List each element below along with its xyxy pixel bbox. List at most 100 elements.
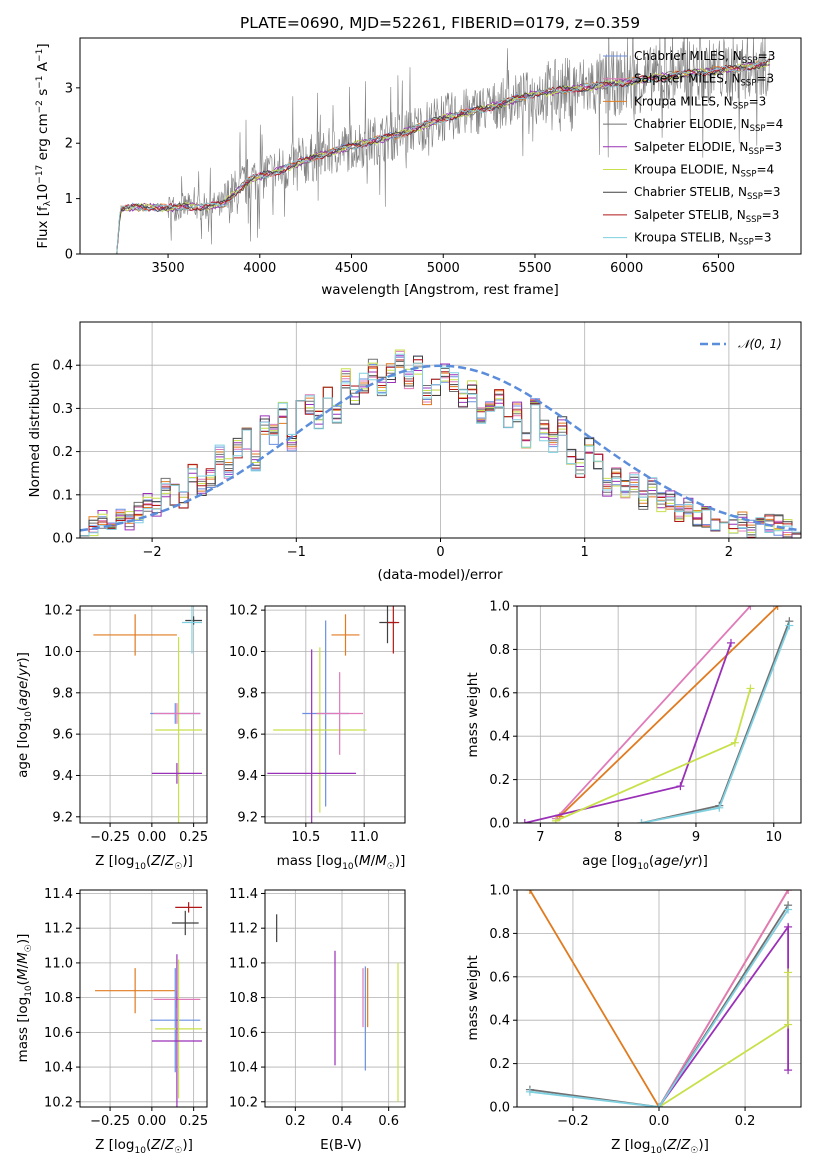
y-tick-label: 0.1: [52, 488, 73, 503]
y-tick-label: 10.8: [229, 991, 258, 1006]
x-tick-label: 10: [765, 830, 782, 845]
y-tick-label: 1: [65, 192, 73, 207]
plot-frame: [79, 37, 802, 255]
y-tick-label: 0.2: [489, 1057, 510, 1072]
legend-nssp: =3: [758, 49, 776, 63]
y-tick-label: 10.2: [229, 1095, 258, 1110]
x-tick-label: 0.6: [378, 1114, 399, 1129]
legend-nssp: =3: [749, 94, 767, 108]
x-tick-label: 9: [692, 830, 700, 845]
x-tick-label: 4500: [335, 261, 368, 276]
legend-subscript: SSP: [741, 79, 757, 89]
legend-nssp: =3: [763, 185, 781, 199]
y-tick-label: 9.8: [237, 686, 258, 701]
agew-xlabel: age [log10(age/yr)]: [582, 853, 708, 872]
y-tick-label: 2: [65, 137, 73, 152]
plot-frame: [79, 321, 802, 539]
x-tick-label: 7: [536, 830, 544, 845]
zmass-ylabel: mass [log10(M/M☉)]: [15, 934, 34, 1063]
model-spectrum: [116, 59, 771, 254]
y-tick-label: 11.2: [229, 922, 258, 937]
y-tick-label: 0.2: [52, 445, 73, 460]
legend-subscript: SSP: [747, 192, 763, 202]
panel-3: 10.5 11.0 9.2 9.4 9.6 9.8 10.0 10.2: [229, 604, 406, 845]
y-tick-label: 10.2: [44, 1095, 73, 1110]
y-tick-label: 0.4: [52, 359, 73, 374]
y-tick-label: 10.8: [44, 991, 73, 1006]
legend-nssp: =4: [756, 163, 774, 177]
x-tick-label: −1: [287, 545, 306, 560]
weight-lines: [520, 606, 794, 823]
errorbar-group: [267, 606, 400, 823]
plot-frame: [516, 889, 802, 1108]
x-tick-label: 0.4: [332, 1114, 353, 1129]
weight-line: [559, 606, 779, 818]
plot-frame: [264, 889, 406, 1108]
x-tick-label: −2: [143, 545, 162, 560]
legend-label: Chabrier MILES, NSSP=3: [634, 49, 775, 66]
legend-subscript: SSP: [750, 124, 766, 134]
weight-line: [529, 909, 789, 1107]
legend-subscript: SSP: [741, 170, 757, 180]
massage-xlabel: mass [log10(M/M☉)]: [277, 853, 406, 872]
x-tick-label: 0.25: [179, 1114, 208, 1129]
agew-ylabel: mass weight: [465, 672, 481, 757]
y-tick-label: 9.2: [237, 810, 258, 825]
normal-curve: [80, 364, 801, 532]
y-tick-label: 10.6: [229, 1026, 258, 1041]
legend-nssp: =3: [762, 208, 780, 222]
y-tick-label: 11.2: [44, 922, 73, 937]
legend-label: Kroupa ELODIE, NSSP=4: [634, 163, 774, 180]
legend-subscript: SSP: [748, 147, 764, 157]
y-tick-label: 9.2: [52, 810, 73, 825]
legend-subscript: SSP: [738, 238, 754, 248]
plot-frame: [79, 889, 208, 1108]
y-tick-label: 0.0: [52, 532, 73, 547]
legend-subscript: SSP: [733, 101, 749, 111]
legend-subscript: SSP: [742, 56, 758, 66]
y-tick-label: 0.6: [489, 686, 510, 701]
x-tick-label: 5500: [518, 261, 551, 276]
zw-xlabel: Z [log10(Z/Z☉)]: [611, 1137, 709, 1156]
legend-label: Kroupa STELIB, NSSP=3: [634, 231, 772, 248]
weight-line: [658, 890, 789, 1107]
hist-lines: [80, 349, 801, 538]
y-tick-label: 11.0: [229, 956, 258, 971]
plot-frame: [264, 605, 406, 824]
x-tick-label: −0.25: [90, 830, 130, 845]
y-tick-label: 10.2: [229, 604, 258, 619]
zage-ylabel: age [log10(age/yr)]: [15, 652, 34, 778]
y-tick-label: 0.0: [489, 817, 510, 832]
y-tick-label: 1.0: [489, 884, 510, 899]
resid-ylabel: Normed distribution: [27, 363, 43, 498]
x-tick-label: 0.25: [179, 830, 208, 845]
legend-nssp: =4: [766, 117, 784, 131]
legend-nssp: =3: [756, 72, 774, 86]
y-tick-label: 0.8: [489, 927, 510, 942]
model-spectrum: [116, 62, 771, 254]
legend-label: Chabrier STELIB, NSSP=3: [634, 185, 781, 202]
y-tick-label: 3: [65, 81, 73, 96]
errorbar-group: [95, 902, 202, 1107]
spectrum-title: PLATE=0690, MJD=52261, FIBERID=0179, z=0…: [240, 14, 640, 32]
x-tick-label: 2: [725, 545, 733, 560]
y-tick-label: 9.6: [237, 728, 258, 743]
y-tick-label: 10.0: [44, 645, 73, 660]
y-tick-label: 0.0: [489, 1101, 510, 1116]
spectrum-xlabel: wavelength [Angstrom, rest frame]: [321, 282, 559, 298]
panel-6: 0.2 0.4 0.6 10.2 10.4 10.6 10.8 11.0 11.2 11.4: [229, 887, 406, 1129]
y-tick-label: 11.4: [229, 887, 258, 902]
x-tick-label: 3500: [152, 261, 185, 276]
y-tick-label: 0.3: [52, 402, 73, 417]
ebv-xlabel: E(B-V): [320, 1137, 362, 1153]
y-tick-label: 11.4: [44, 887, 73, 902]
x-tick-label: 4000: [243, 261, 276, 276]
x-tick-label: 0.2: [285, 1114, 306, 1129]
x-tick-label: 6000: [610, 261, 643, 276]
x-tick-label: 6500: [702, 261, 735, 276]
y-tick-label: 10.4: [229, 1061, 258, 1076]
panel-0: 3500 4000 4500 5000 5500 6000 6500 0 1 2 3 Chabrier…: [65, 37, 802, 276]
y-tick-label: 9.4: [237, 769, 258, 784]
model-spectrum: [116, 61, 770, 254]
panel-5: −0.25 0.00 0.25 10.2 10.4 10.6 10.8 11.0 11.2 11.…: [44, 887, 208, 1129]
